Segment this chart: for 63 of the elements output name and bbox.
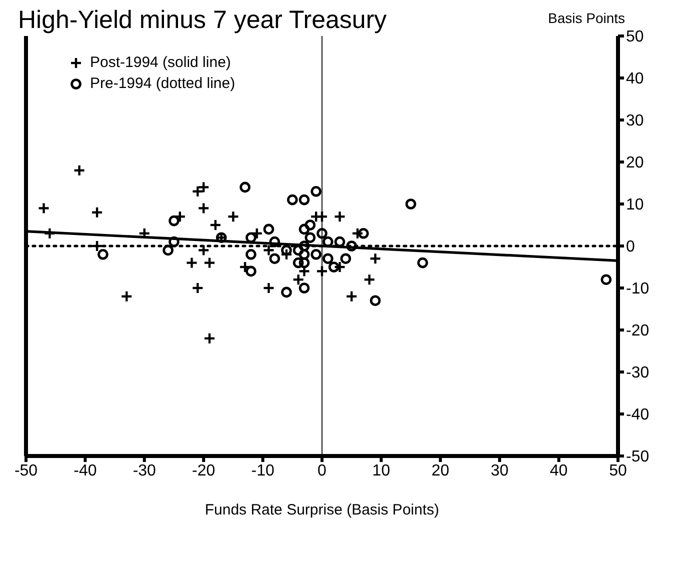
x-tick-label: -50 [14, 462, 38, 480]
point [246, 232, 256, 243]
legend-label: Pre-1994 (dotted line) [90, 75, 236, 92]
x-tick-label: -30 [132, 462, 156, 480]
y-tick-label: 30 [626, 112, 644, 130]
point [298, 194, 310, 206]
x-axis-title: Funds Rate Surprise (Basis Points) [204, 502, 440, 519]
legend-label: Post-1994 (solid line) [90, 54, 231, 71]
point [298, 257, 310, 268]
point [168, 236, 180, 248]
y-tick-label: -30 [626, 364, 650, 382]
x-tick-label: -40 [74, 462, 97, 480]
point [240, 182, 250, 193]
point [417, 257, 428, 268]
x-tick-label: -20 [192, 462, 216, 480]
point [281, 286, 292, 298]
point [304, 232, 316, 243]
point [310, 249, 322, 260]
point [287, 194, 298, 206]
y-tick-label: 0 [626, 238, 635, 256]
point [405, 198, 416, 210]
point [298, 240, 310, 252]
point [168, 215, 180, 226]
y-tick-label: -20 [626, 322, 650, 340]
point [358, 228, 369, 239]
x-tick-label: -10 [251, 462, 274, 480]
point [98, 249, 108, 260]
point [298, 249, 310, 260]
y-tick-label: -10 [626, 280, 650, 298]
x-tick-label: 30 [490, 462, 509, 480]
point [322, 253, 334, 264]
point [328, 262, 340, 272]
point [304, 220, 316, 230]
y-tick-label: -40 [626, 406, 650, 424]
point [269, 236, 280, 248]
point [162, 244, 174, 256]
y-tick-label: 40 [626, 70, 644, 88]
chart-title: High-Yield minus 7 year Treasury [18, 6, 387, 35]
y-tick-label: 50 [626, 28, 644, 46]
point [292, 257, 304, 268]
point [246, 266, 256, 277]
x-tick-label: 40 [550, 462, 568, 480]
x-tick-label: 0 [318, 462, 327, 480]
x-tick-label: 50 [609, 462, 627, 480]
y-tick-label: 20 [626, 154, 644, 172]
point [263, 224, 274, 235]
point [340, 253, 352, 264]
point [334, 236, 346, 248]
y-axis-title: Basis Points [548, 10, 626, 26]
point [316, 228, 328, 239]
point [310, 186, 322, 197]
point [370, 295, 381, 306]
point [269, 253, 280, 264]
point [298, 224, 310, 235]
x-tick-label: 10 [372, 462, 390, 480]
point [246, 249, 256, 260]
x-tick-label: 20 [432, 462, 450, 480]
y-tick-label: 10 [626, 196, 644, 214]
point [298, 282, 310, 294]
y-tick-label: -50 [626, 448, 650, 466]
point [600, 274, 612, 285]
point [346, 240, 357, 252]
point [292, 244, 304, 256]
